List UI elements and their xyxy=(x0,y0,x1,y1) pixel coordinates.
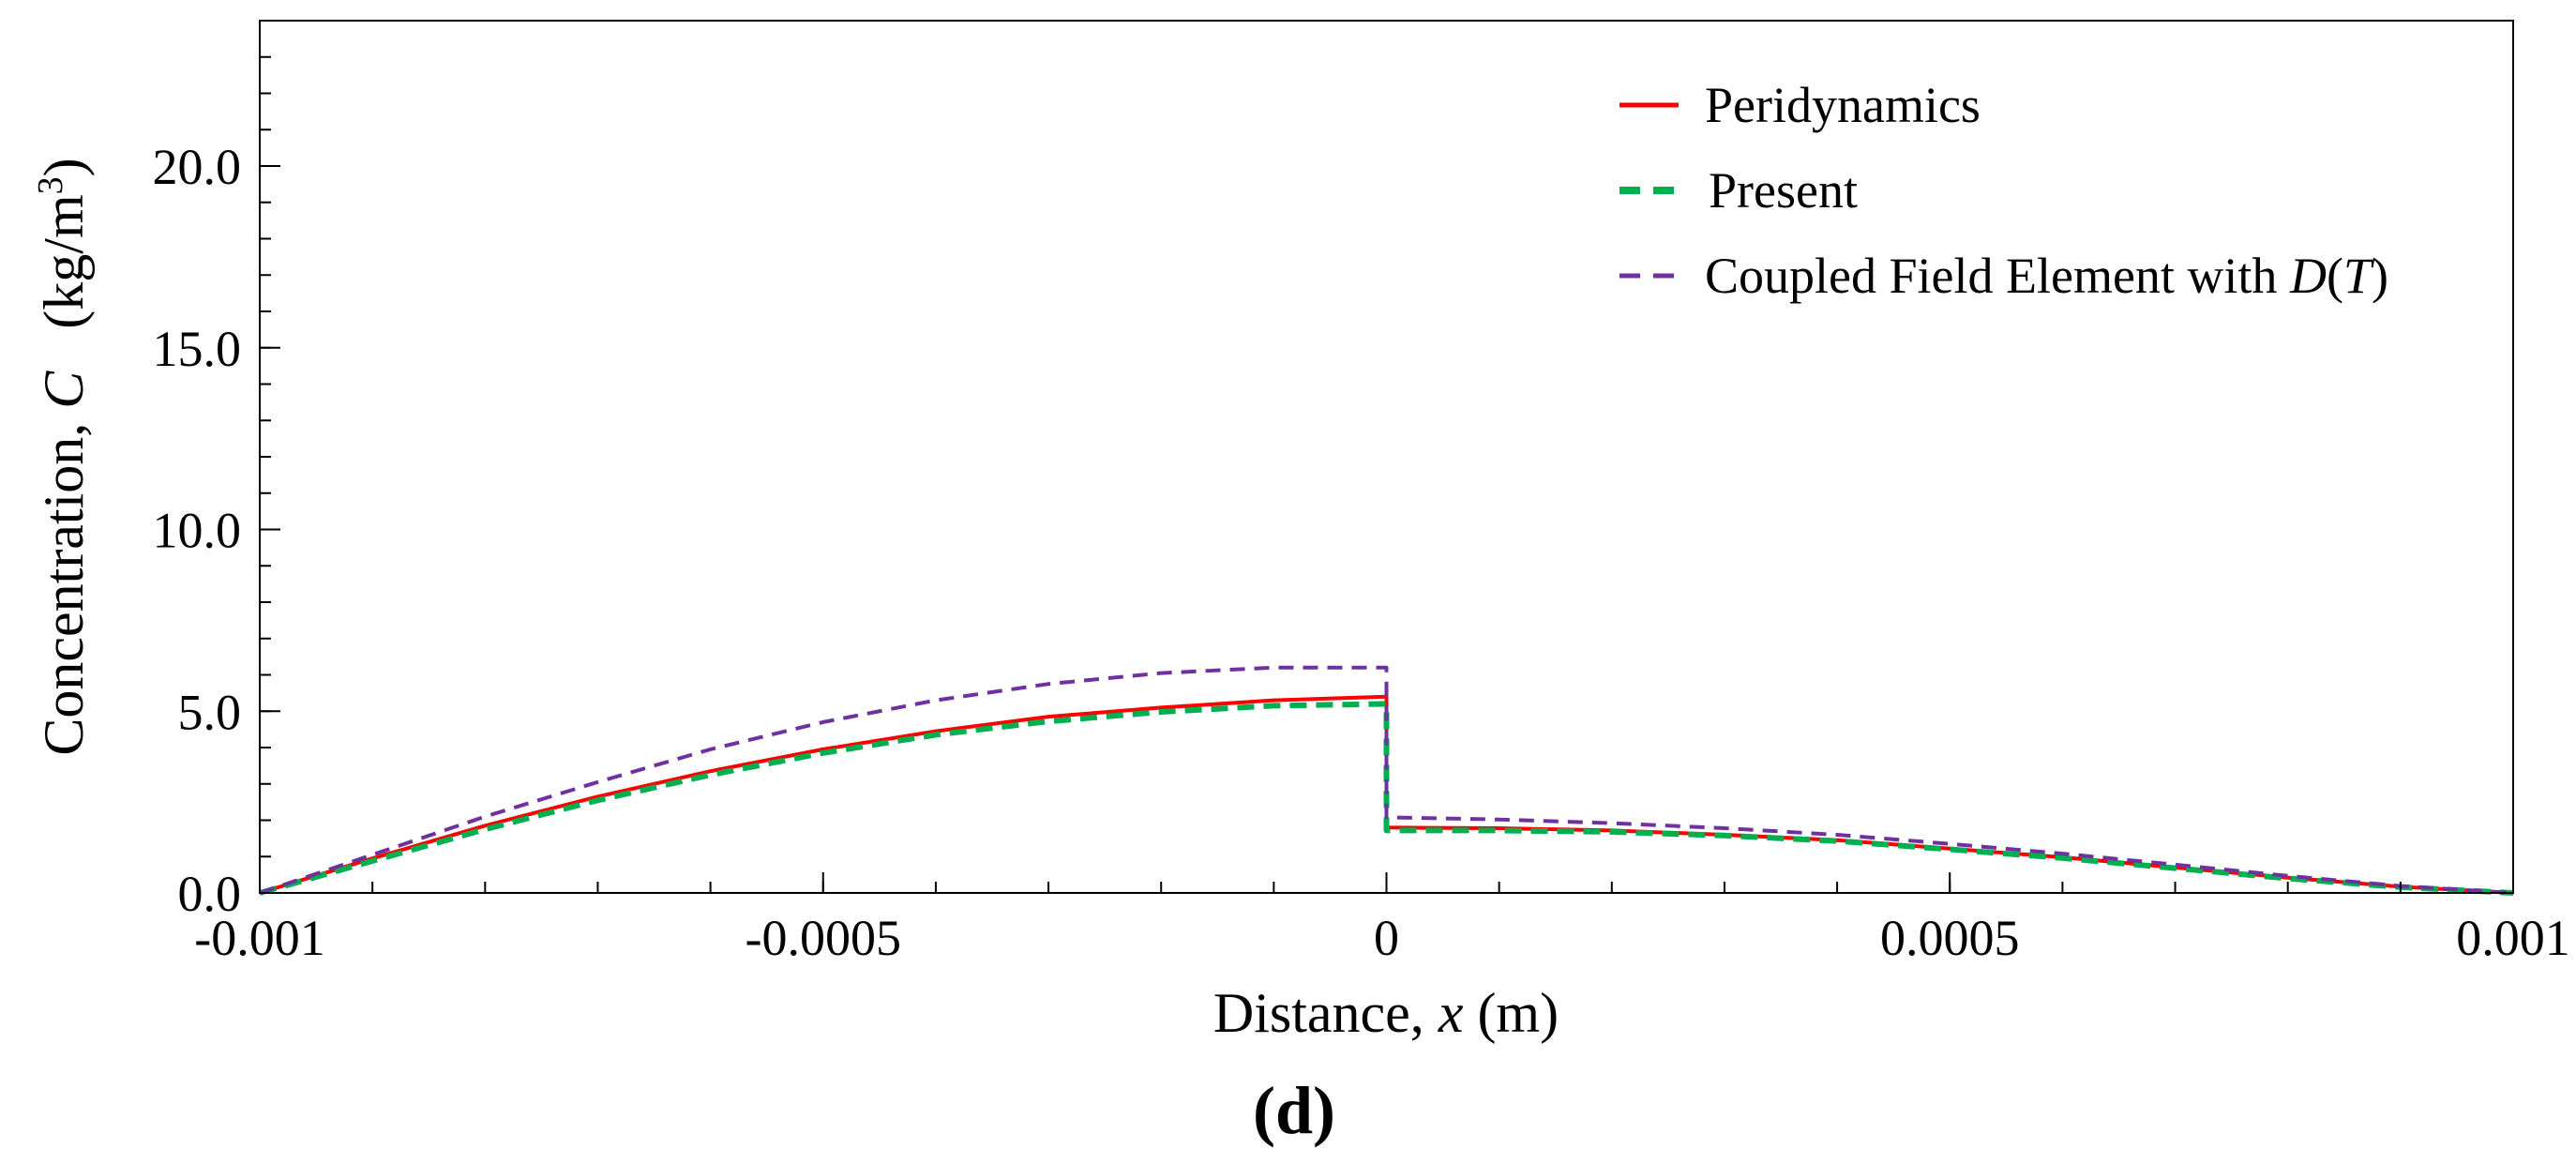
tick-labels-layer: -0.001 -0.0005 0 0.0005 0.001 0.0 5.0 10.0 15.0 2… xyxy=(153,139,2570,966)
x-tick-label: 0 xyxy=(1374,910,1399,966)
x-tick-label: 0.0005 xyxy=(1880,910,2020,966)
series-layer xyxy=(259,665,2514,896)
ticks-layer xyxy=(259,20,2514,894)
legend-label-peridynamics: Peridynamics xyxy=(1705,77,1981,133)
series-line-2 xyxy=(259,665,2514,895)
x-tick-label: -0.001 xyxy=(194,910,324,966)
y-axis-title: Concentration, C (kg/m3) xyxy=(31,158,95,755)
legend-label-present: Present xyxy=(1709,162,1858,219)
y-tick-label: 0.0 xyxy=(178,866,242,922)
y-tick-label: 15.0 xyxy=(153,321,242,377)
panel-label: (d) xyxy=(1253,1073,1335,1148)
x-tick-label: -0.0005 xyxy=(746,910,901,966)
x-axis-title: Distance, x (m) xyxy=(1213,982,1559,1044)
y-tick-label: 10.0 xyxy=(153,503,242,559)
legend: Peridynamics Present Coupled Field Eleme… xyxy=(1619,77,2388,304)
x-tick-label: 0.001 xyxy=(2456,910,2570,966)
legend-label-coupled-field: Coupled Field Element with D(T) xyxy=(1705,248,2388,304)
y-tick-label: 5.0 xyxy=(178,684,242,740)
y-tick-label: 20.0 xyxy=(153,139,242,195)
